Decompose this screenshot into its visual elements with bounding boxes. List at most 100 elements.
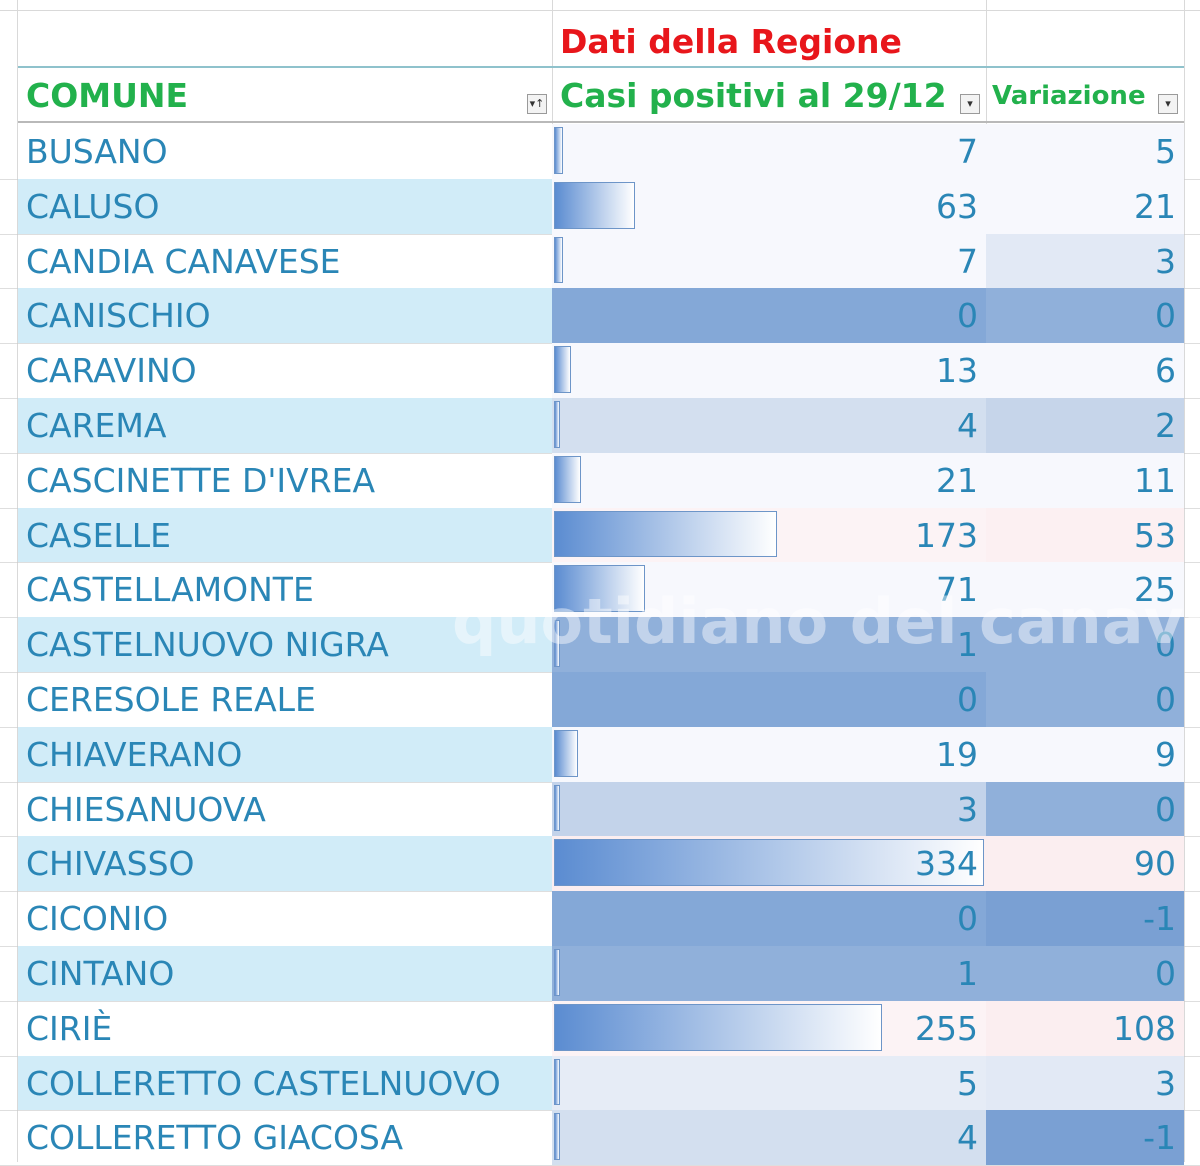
- casi-cell[interactable]: 13: [552, 343, 986, 398]
- table-row[interactable]: CINTANO 1 0: [18, 946, 1184, 1001]
- comune-cell[interactable]: CIRIÈ: [26, 1008, 113, 1048]
- table-row[interactable]: CASELLE 173 53: [18, 507, 1184, 563]
- comune-cell[interactable]: CHIESANUOVA: [26, 789, 266, 829]
- casi-cell[interactable]: 71: [552, 562, 986, 618]
- variazione-cell[interactable]: 11: [986, 452, 1184, 508]
- variazione-cell[interactable]: 6: [986, 343, 1184, 398]
- casi-cell[interactable]: 3: [552, 781, 986, 837]
- variazione-value: 3: [1155, 1063, 1176, 1103]
- table-row[interactable]: CASCINETTE D'IVREA 21 11: [18, 452, 1184, 508]
- table-row[interactable]: CERESOLE REALE 0 0: [18, 672, 1184, 727]
- data-bar: [554, 729, 579, 777]
- grid-line: [0, 10, 1200, 11]
- table-row[interactable]: CALUSO 63 21: [18, 178, 1184, 234]
- data-bar: [554, 455, 582, 503]
- casi-cell[interactable]: 7: [552, 124, 986, 179]
- table-row[interactable]: CIRIÈ 255 108: [18, 1000, 1184, 1056]
- casi-value: 13: [936, 351, 978, 391]
- table-row[interactable]: BUSANO 7 5: [18, 124, 1184, 179]
- casi-cell[interactable]: 1: [552, 946, 986, 1001]
- variazione-cell[interactable]: 3: [986, 1055, 1184, 1111]
- variazione-cell[interactable]: 21: [986, 178, 1184, 234]
- data-bar: [554, 401, 560, 448]
- variazione-cell[interactable]: 25: [986, 562, 1184, 618]
- table-row[interactable]: CASTELLAMONTE 71 25: [18, 562, 1184, 618]
- table-row[interactable]: COLLERETTO CASTELNUOVO 5 3: [18, 1055, 1184, 1111]
- variazione-cell[interactable]: 0: [986, 781, 1184, 837]
- casi-cell[interactable]: 7: [552, 233, 986, 289]
- comune-cell[interactable]: CANDIA CANAVESE: [26, 241, 341, 281]
- variazione-cell[interactable]: -1: [986, 1110, 1184, 1166]
- variazione-cell[interactable]: 53: [986, 507, 1184, 563]
- filter-sort-comune-button[interactable]: ▾↑: [527, 94, 547, 114]
- casi-value: 255: [915, 1008, 978, 1048]
- data-bar: [554, 127, 563, 174]
- casi-cell[interactable]: 173: [552, 507, 986, 563]
- comune-cell[interactable]: CALUSO: [18, 178, 552, 234]
- filter-casi-button[interactable]: ▾: [960, 94, 980, 114]
- casi-cell[interactable]: 0: [552, 672, 986, 727]
- casi-cell[interactable]: 21: [552, 452, 986, 508]
- data-bar: [554, 510, 777, 558]
- column-header-variazione[interactable]: Variazione: [992, 81, 1146, 111]
- comune-cell[interactable]: CANISCHIO: [18, 288, 552, 344]
- comune-cell[interactable]: CAREMA: [18, 398, 552, 453]
- table-row[interactable]: CANDIA CANAVESE 7 3: [18, 233, 1184, 289]
- casi-value: 19: [936, 734, 978, 774]
- comune-cell[interactable]: CASELLE: [18, 507, 552, 563]
- comune-cell[interactable]: CHIAVERANO: [18, 726, 552, 782]
- comune-cell[interactable]: CASTELLAMONTE: [26, 570, 314, 610]
- casi-value: 3: [957, 789, 978, 829]
- table-row[interactable]: CHIAVERANO 19 9: [18, 726, 1184, 782]
- casi-cell[interactable]: 1: [552, 617, 986, 672]
- comune-cell[interactable]: CARAVINO: [26, 351, 197, 391]
- casi-cell[interactable]: 255: [552, 1000, 986, 1056]
- comune-cell[interactable]: COLLERETTO GIACOSA: [26, 1118, 404, 1158]
- variazione-value: 0: [1155, 296, 1176, 336]
- comune-cell[interactable]: BUSANO: [26, 132, 168, 171]
- table-row[interactable]: CASTELNUOVO NIGRA 1 0: [18, 617, 1184, 672]
- casi-value: 1: [957, 954, 978, 993]
- variazione-cell[interactable]: 0: [986, 288, 1184, 344]
- variazione-cell[interactable]: -1: [986, 891, 1184, 946]
- casi-cell[interactable]: 0: [552, 288, 986, 344]
- table-row[interactable]: CHIVASSO 334 90: [18, 836, 1184, 892]
- variazione-cell[interactable]: 5: [986, 124, 1184, 179]
- comune-cell[interactable]: COLLERETTO CASTELNUOVO: [18, 1055, 552, 1111]
- casi-cell[interactable]: 334: [552, 836, 986, 892]
- table-row[interactable]: CARAVINO 13 6: [18, 343, 1184, 398]
- table-row[interactable]: CANISCHIO 0 0: [18, 288, 1184, 344]
- table-row[interactable]: CAREMA 4 2: [18, 398, 1184, 453]
- data-bar: [554, 1113, 560, 1161]
- header-bottom-border: [18, 121, 1184, 123]
- variazione-cell[interactable]: 90: [986, 836, 1184, 892]
- comune-cell[interactable]: CASCINETTE D'IVREA: [26, 460, 376, 500]
- variazione-cell[interactable]: 0: [986, 946, 1184, 1001]
- casi-cell[interactable]: 0: [552, 891, 986, 946]
- variazione-cell[interactable]: 108: [986, 1000, 1184, 1056]
- casi-value: 5: [957, 1063, 978, 1103]
- comune-cell[interactable]: CINTANO: [18, 946, 552, 1001]
- casi-value: 173: [915, 515, 978, 555]
- table-row[interactable]: CHIESANUOVA 3 0: [18, 781, 1184, 837]
- variazione-cell[interactable]: 9: [986, 726, 1184, 782]
- filter-variazione-button[interactable]: ▾: [1158, 94, 1178, 114]
- column-header-casi[interactable]: Casi positivi al 29/12: [560, 76, 947, 115]
- casi-cell[interactable]: 4: [552, 398, 986, 453]
- comune-cell[interactable]: CHIVASSO: [18, 836, 552, 892]
- column-header-comune[interactable]: COMUNE: [26, 76, 189, 115]
- casi-cell[interactable]: 5: [552, 1055, 986, 1111]
- comune-cell[interactable]: CASTELNUOVO NIGRA: [18, 617, 552, 672]
- variazione-cell[interactable]: 3: [986, 233, 1184, 289]
- casi-cell[interactable]: 63: [552, 178, 986, 234]
- table-row[interactable]: CICONIO 0 -1: [18, 891, 1184, 946]
- variazione-cell[interactable]: 2: [986, 398, 1184, 453]
- variazione-value: -1: [1143, 1118, 1176, 1158]
- casi-cell[interactable]: 19: [552, 726, 986, 782]
- variazione-cell[interactable]: 0: [986, 617, 1184, 672]
- variazione-cell[interactable]: 0: [986, 672, 1184, 727]
- comune-cell[interactable]: CICONIO: [26, 899, 169, 939]
- table-row[interactable]: COLLERETTO GIACOSA 4 -1: [18, 1110, 1184, 1166]
- casi-cell[interactable]: 4: [552, 1110, 986, 1166]
- comune-cell[interactable]: CERESOLE REALE: [26, 680, 316, 719]
